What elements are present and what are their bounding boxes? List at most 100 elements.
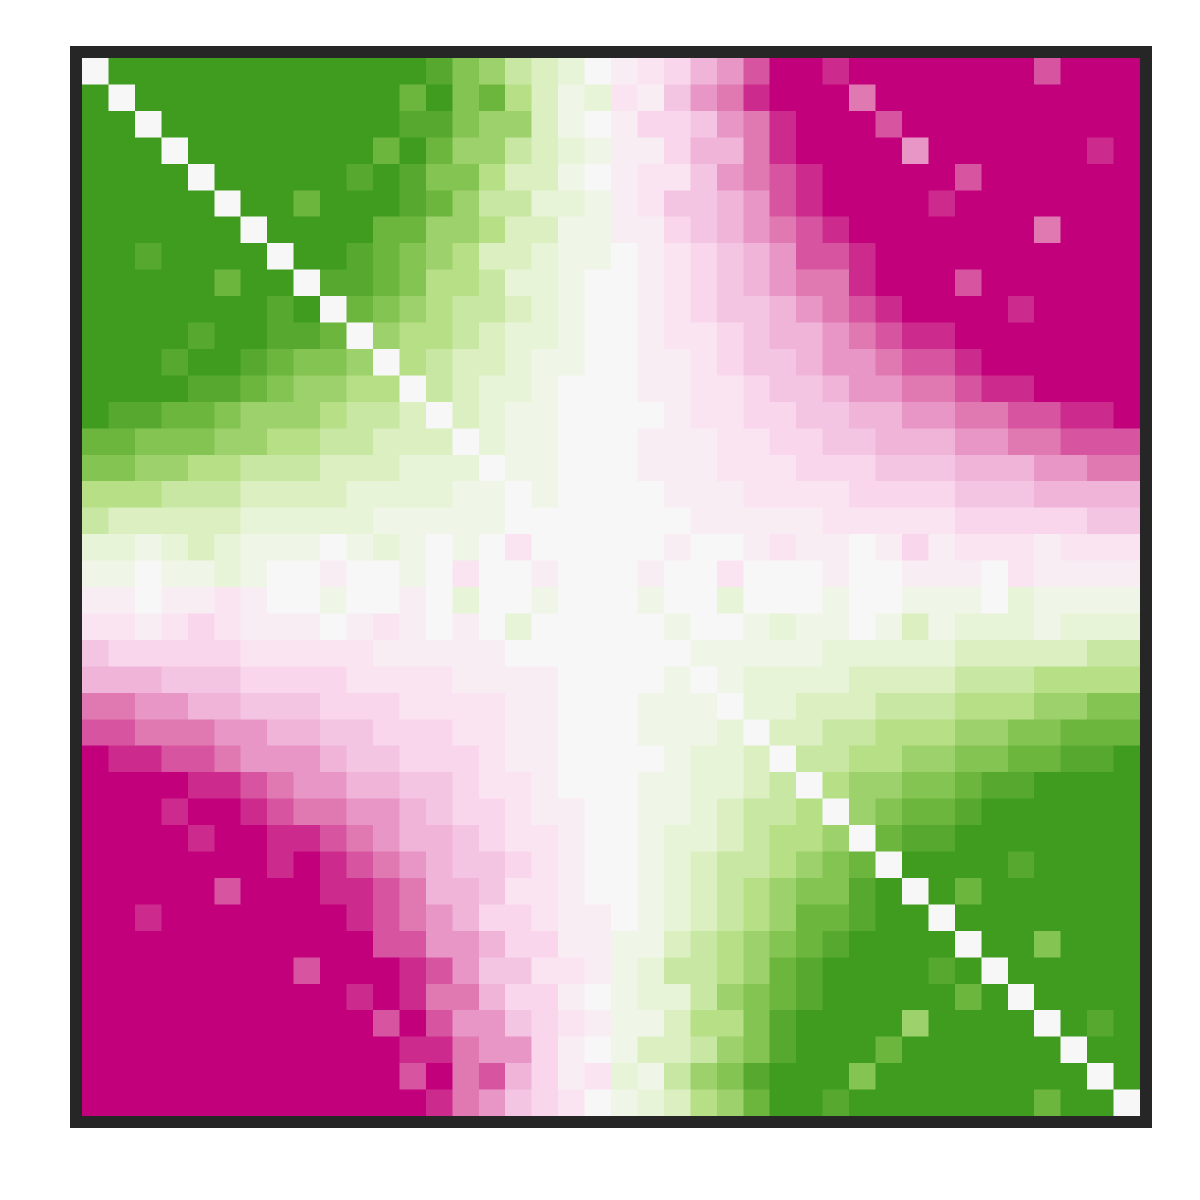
- heatmap-cell: [743, 957, 771, 985]
- heatmap-cell: [1113, 613, 1141, 641]
- heatmap-cell: [240, 930, 268, 958]
- heatmap-cell: [425, 243, 453, 271]
- heatmap-cell: [928, 137, 956, 165]
- heatmap-cell: [875, 587, 903, 615]
- heatmap-cell: [531, 719, 559, 747]
- heatmap-cell: [796, 1010, 824, 1038]
- heatmap-cell: [584, 745, 612, 773]
- heatmap-cell: [267, 957, 295, 985]
- heatmap-cell: [558, 243, 586, 271]
- heatmap-cell: [743, 745, 771, 773]
- heatmap-cell: [796, 375, 824, 403]
- heatmap-cell: [743, 243, 771, 271]
- heatmap-cell: [372, 110, 400, 138]
- heatmap-cell: [716, 1036, 744, 1064]
- heatmap-cell: [267, 428, 295, 456]
- heatmap-cell: [134, 507, 162, 535]
- heatmap-cell: [796, 137, 824, 165]
- heatmap-cell: [452, 877, 480, 905]
- heatmap-cell: [320, 560, 348, 588]
- heatmap-cell: [796, 904, 824, 932]
- heatmap-cell: [161, 137, 189, 165]
- heatmap-cell: [981, 930, 1009, 958]
- heatmap-cell: [161, 348, 189, 376]
- heatmap-cell: [901, 877, 929, 905]
- heatmap-cell: [901, 534, 929, 562]
- heatmap-cell: [346, 587, 374, 615]
- heatmap-cell: [743, 84, 771, 112]
- heatmap-cell: [425, 772, 453, 800]
- heatmap-cell: [558, 401, 586, 429]
- heatmap-cell: [82, 772, 110, 800]
- heatmap-cell: [928, 639, 956, 667]
- heatmap-cell: [452, 798, 480, 826]
- heatmap-cell: [637, 639, 665, 667]
- heatmap-cell: [981, 348, 1009, 376]
- heatmap-cell: [822, 216, 850, 244]
- heatmap-cell: [82, 825, 110, 853]
- heatmap-cell: [1113, 904, 1141, 932]
- heatmap-cell: [584, 851, 612, 879]
- heatmap-cell: [663, 1036, 691, 1064]
- heatmap-cell: [743, 772, 771, 800]
- heatmap-cell: [161, 957, 189, 985]
- heatmap-cell: [849, 639, 877, 667]
- heatmap-cell: [1087, 877, 1115, 905]
- heatmap-cell: [663, 534, 691, 562]
- heatmap-cell: [82, 58, 110, 86]
- heatmap-cell: [346, 1089, 374, 1117]
- heatmap-cell: [663, 639, 691, 667]
- heatmap-cell: [796, 296, 824, 324]
- heatmap-cell: [134, 666, 162, 694]
- heatmap-cell: [743, 983, 771, 1011]
- heatmap-cell: [134, 428, 162, 456]
- heatmap-cell: [425, 163, 453, 191]
- heatmap-cell: [240, 84, 268, 112]
- heatmap-cell: [611, 110, 639, 138]
- heatmap-cell: [134, 190, 162, 218]
- heatmap-cell: [399, 851, 427, 879]
- heatmap-cell: [372, 481, 400, 509]
- heatmap-cell: [928, 587, 956, 615]
- heatmap-cell: [1007, 428, 1035, 456]
- heatmap-cell: [531, 983, 559, 1011]
- heatmap-cell: [214, 216, 242, 244]
- heatmap-cell: [716, 243, 744, 271]
- heatmap-cell: [981, 719, 1009, 747]
- heatmap-cell: [240, 1010, 268, 1038]
- heatmap-cell: [1087, 798, 1115, 826]
- heatmap-cell: [875, 798, 903, 826]
- heatmap-cell: [690, 58, 718, 86]
- heatmap-cell: [214, 269, 242, 297]
- heatmap-cell: [346, 375, 374, 403]
- heatmap-cell: [849, 110, 877, 138]
- heatmap-cell: [372, 983, 400, 1011]
- heatmap-cell: [1113, 110, 1141, 138]
- heatmap-cell: [134, 613, 162, 641]
- heatmap-cell: [954, 190, 982, 218]
- heatmap-cell: [875, 560, 903, 588]
- heatmap-cell: [399, 825, 427, 853]
- heatmap-cell: [293, 507, 321, 535]
- heatmap-cell: [505, 904, 533, 932]
- heatmap-cell: [822, 1063, 850, 1091]
- heatmap-cell: [478, 692, 506, 720]
- heatmap-cell: [399, 296, 427, 324]
- heatmap-cell: [108, 851, 136, 879]
- heatmap-cell: [1087, 983, 1115, 1011]
- heatmap-cell: [875, 666, 903, 694]
- heatmap-cell: [293, 163, 321, 191]
- heatmap-cell: [1034, 375, 1062, 403]
- heatmap-cell: [320, 454, 348, 482]
- heatmap-cell: [346, 666, 374, 694]
- heatmap-cell: [663, 296, 691, 324]
- heatmap-cell: [505, 666, 533, 694]
- heatmap-cell: [981, 137, 1009, 165]
- heatmap-cell: [1034, 428, 1062, 456]
- heatmap-cell: [187, 216, 215, 244]
- heatmap-cell: [875, 1010, 903, 1038]
- heatmap-cell: [240, 639, 268, 667]
- heatmap-cell: [584, 296, 612, 324]
- heatmap-cell: [663, 587, 691, 615]
- heatmap-cell: [425, 639, 453, 667]
